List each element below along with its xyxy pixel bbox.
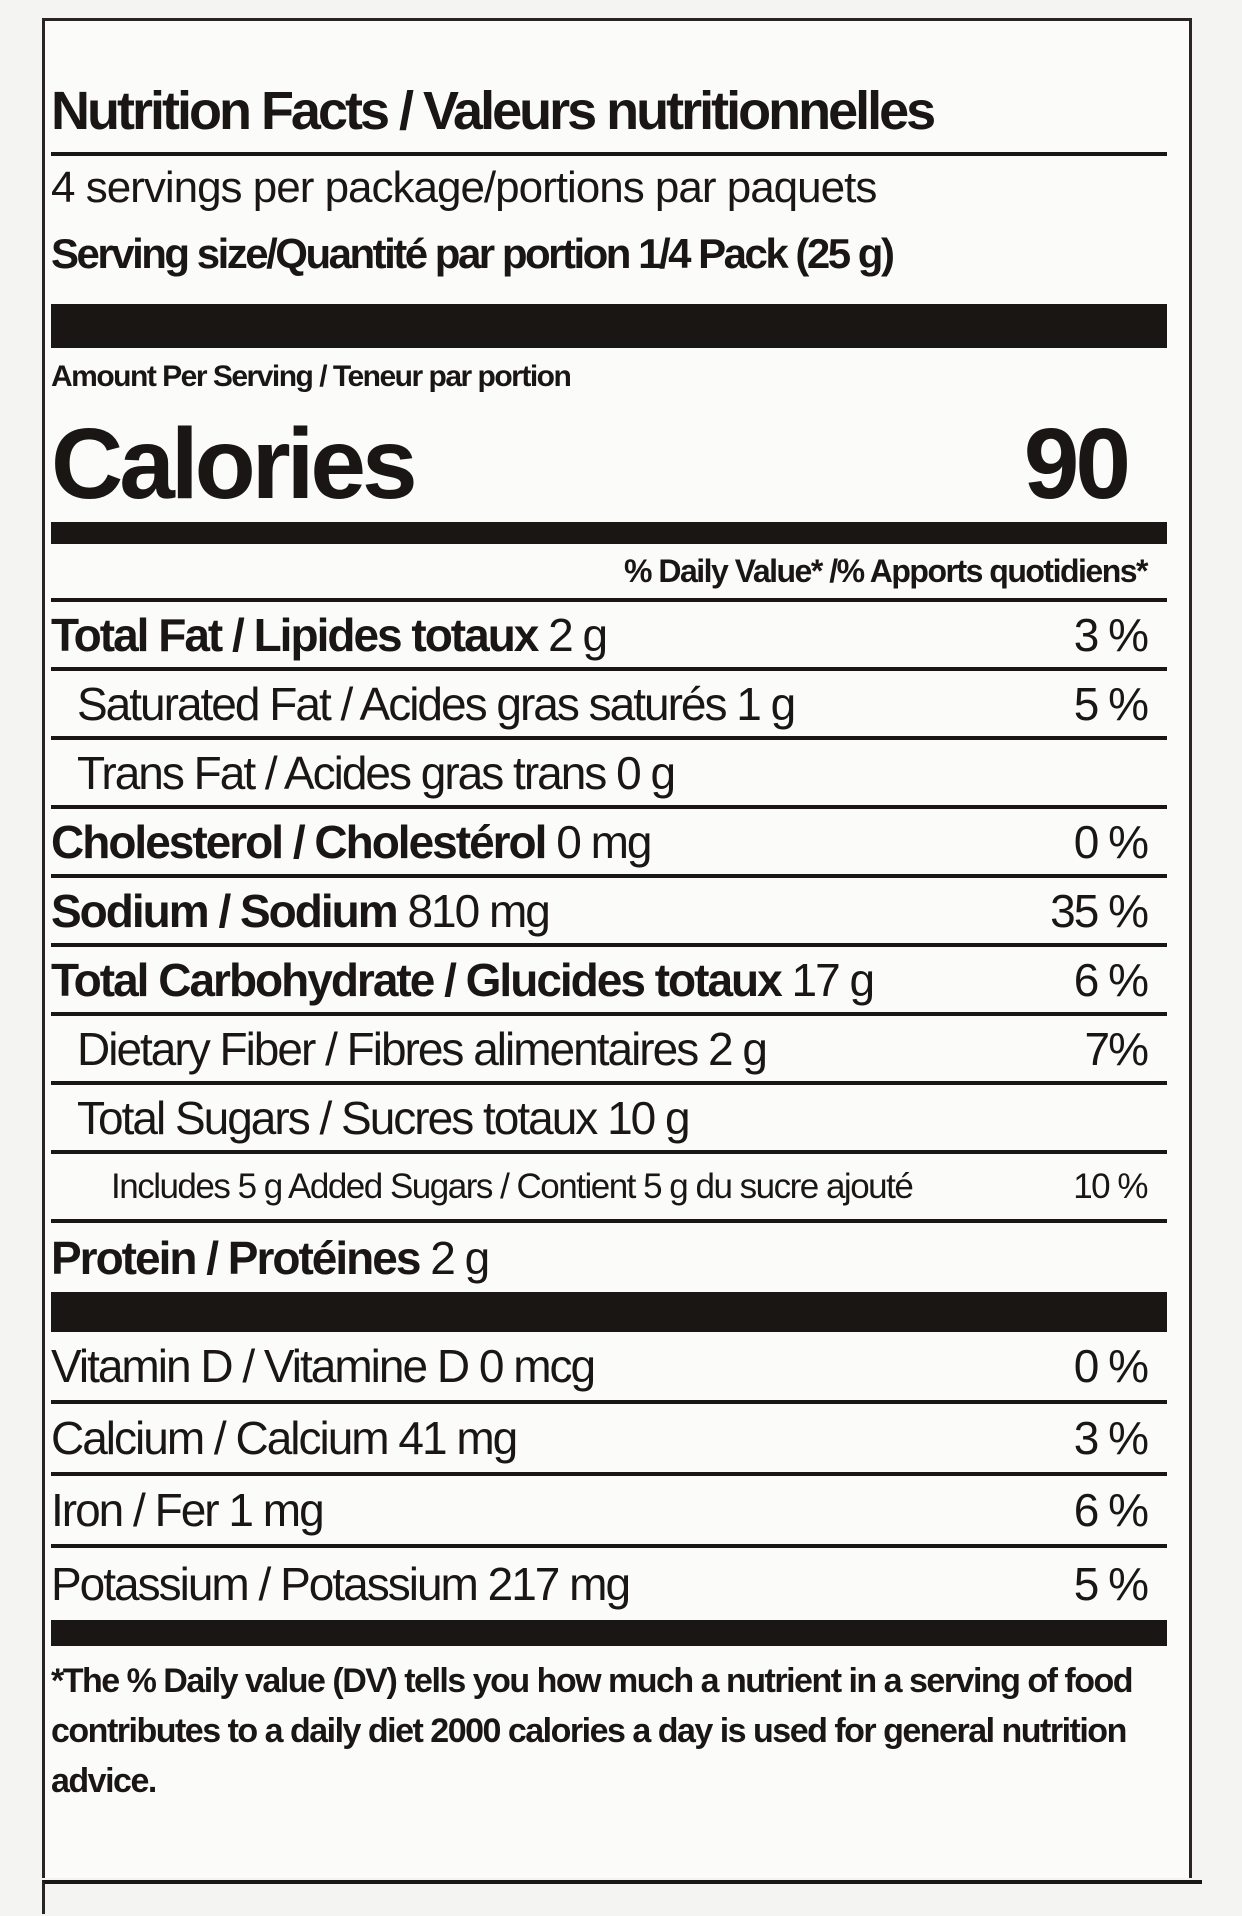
nutrient-name: Total Fat / Lipides totaux <box>51 608 539 661</box>
nutrient-row: Total Sugars / Sucres totaux 10 g <box>51 1085 1167 1154</box>
nutrient-label: Sodium / Sodium 810 mg <box>51 884 551 938</box>
nutrient-name: Trans Fat / Acides gras trans <box>77 746 607 799</box>
nutrient-name: Saturated Fat / Acides gras saturés <box>77 677 727 730</box>
divider-thick <box>51 304 1167 348</box>
daily-value-percent: 5 % <box>1073 1558 1149 1610</box>
nutrient-row: Potassium / Potassium 217 mg 5 % <box>51 1548 1167 1620</box>
nutrient-row: Saturated Fat / Acides gras saturés 1 g 5… <box>51 671 1167 740</box>
label-title: Nutrition Facts / Valeurs nutritionnelle… <box>51 81 936 141</box>
nutrient-amount: 1 g <box>736 677 796 730</box>
nutrient-name: Vitamin D / Vitamine D <box>51 1340 470 1392</box>
nutrient-label: Total Fat / Lipides totaux 2 g <box>51 608 608 662</box>
nutrient-amount: 2 g <box>707 1022 768 1075</box>
nutrient-name: Potassium / Potassium <box>51 1558 479 1610</box>
nutrient-name: Iron / Fer <box>51 1484 220 1536</box>
nutrient-row: Protein / Protéines 2 g <box>51 1223 1167 1292</box>
nutrient-label: Dietary Fiber / Fibres alimentaires 2 g <box>77 1022 768 1076</box>
nutrient-label: Potassium / Potassium 217 mg <box>51 1557 631 1611</box>
nutrient-name: Dietary Fiber / Fibres alimentaires <box>77 1022 699 1075</box>
nutrient-amount: 2 g <box>430 1231 490 1284</box>
nutrient-label: Calcium / Calcium 41 mg <box>51 1411 518 1465</box>
nutrient-name: Protein / Protéines <box>51 1231 421 1284</box>
nutrient-amount: 1 mg <box>228 1484 324 1536</box>
calories-label: Calories <box>51 407 418 520</box>
nutrient-row: Sodium / Sodium 810 mg 35 % <box>51 878 1167 947</box>
nutrient-amount: 0 mcg <box>478 1340 596 1392</box>
nutrient-row: Total Fat / Lipides totaux 2 g 3 % <box>51 602 1167 671</box>
calories-value: 90 <box>1023 407 1131 520</box>
nutrient-name: Total Carbohydrate / Glucides totaux <box>51 953 783 1006</box>
nutrient-row: Includes 5 g Added Sugars / Contient 5 g… <box>51 1154 1167 1223</box>
vitamin-list: Vitamin D / Vitamine D 0 mcg 0 % Calcium /… <box>51 1332 1167 1620</box>
daily-value-percent: 6 % <box>1073 953 1149 1006</box>
nutrient-amount: 217 mg <box>487 1558 631 1610</box>
divider-medium <box>51 1620 1167 1646</box>
nutrient-amount: 0 g <box>616 746 676 799</box>
daily-value-percent: 0 % <box>1073 1340 1149 1392</box>
nutrient-label: Trans Fat / Acides gras trans 0 g <box>77 746 676 800</box>
serving-size: Serving size/Quantité par portion 1/4 Pa… <box>51 230 895 277</box>
nutrient-row: Trans Fat / Acides gras trans 0 g <box>51 740 1167 809</box>
nutrient-amount: 0 mg <box>556 815 652 868</box>
calories-row: Calories 90 <box>51 406 1167 522</box>
nutrient-label: Includes 5 g Added Sugars / Contient 5 g… <box>111 1166 914 1207</box>
daily-value-percent: 0 % <box>1073 815 1149 868</box>
daily-value-percent: 10 % <box>1073 1166 1148 1206</box>
nutrient-list: Total Fat / Lipides totaux 2 g 3 % Saturat… <box>51 602 1167 1292</box>
nutrient-row: Total Carbohydrate / Glucides totaux 17 … <box>51 947 1167 1016</box>
nutrient-amount: 10 g <box>607 1091 691 1144</box>
daily-value-percent: 6 % <box>1073 1484 1149 1536</box>
label-title-row: Nutrition Facts / Valeurs nutritionnelle… <box>51 21 1167 156</box>
nutrient-row: Cholesterol / Cholestérol 0 mg 0 % <box>51 809 1167 878</box>
nutrient-name: Sodium / Sodium <box>51 884 399 937</box>
nutrient-amount: 41 mg <box>398 1412 518 1464</box>
nutrient-amount: 810 mg <box>407 884 550 937</box>
nutrient-amount: 2 g <box>548 608 608 661</box>
nutrient-label: Saturated Fat / Acides gras saturés 1 g <box>77 677 796 731</box>
nutrient-name: Total Sugars / Sucres totaux <box>77 1091 598 1144</box>
nutrient-label: Cholesterol / Cholestérol 0 mg <box>51 815 652 869</box>
nutrient-name: Calcium / Calcium <box>51 1412 390 1464</box>
nutrient-label: Protein / Protéines 2 g <box>51 1231 490 1285</box>
nutrition-facts-panel: Nutrition Facts / Valeurs nutritionnelle… <box>42 18 1192 1878</box>
nutrient-amount: 17 g <box>791 953 876 1006</box>
servings-per-package: 4 servings per package/portions par paqu… <box>51 163 877 212</box>
nutrient-row: Iron / Fer 1 mg 6 % <box>51 1476 1167 1548</box>
nutrient-row: Vitamin D / Vitamine D 0 mcg 0 % <box>51 1332 1167 1404</box>
daily-value-percent: 7% <box>1084 1022 1149 1075</box>
daily-value-header: % Daily Value* /% Apports quotidiens* <box>624 552 1148 589</box>
nutrient-row: Calcium / Calcium 41 mg 3 % <box>51 1404 1167 1476</box>
next-panel-edge <box>42 1880 1202 1914</box>
daily-value-percent: 35 % <box>1050 884 1149 937</box>
amount-per-serving: Amount Per Serving / Teneur par portion <box>51 360 572 393</box>
nutrient-name: Cholesterol / Cholestérol <box>51 815 547 868</box>
daily-value-percent: 3 % <box>1073 608 1149 661</box>
nutrient-label: Iron / Fer 1 mg <box>51 1483 325 1537</box>
divider-medium <box>51 522 1167 544</box>
nutrient-row: Dietary Fiber / Fibres alimentaires 2 g 7… <box>51 1016 1167 1085</box>
nutrient-name: Includes 5 g Added Sugars / Contient 5 g… <box>111 1166 914 1206</box>
daily-value-percent: 5 % <box>1073 677 1149 730</box>
footnote: *The % Daily value (DV) tells you how mu… <box>51 1662 1134 1800</box>
divider-thick <box>51 1292 1167 1332</box>
nutrient-label: Vitamin D / Vitamine D 0 mcg <box>51 1339 596 1393</box>
daily-value-percent: 3 % <box>1073 1412 1149 1464</box>
nutrient-label: Total Sugars / Sucres totaux 10 g <box>77 1091 691 1145</box>
nutrient-label: Total Carbohydrate / Glucides totaux 17 … <box>51 953 876 1007</box>
